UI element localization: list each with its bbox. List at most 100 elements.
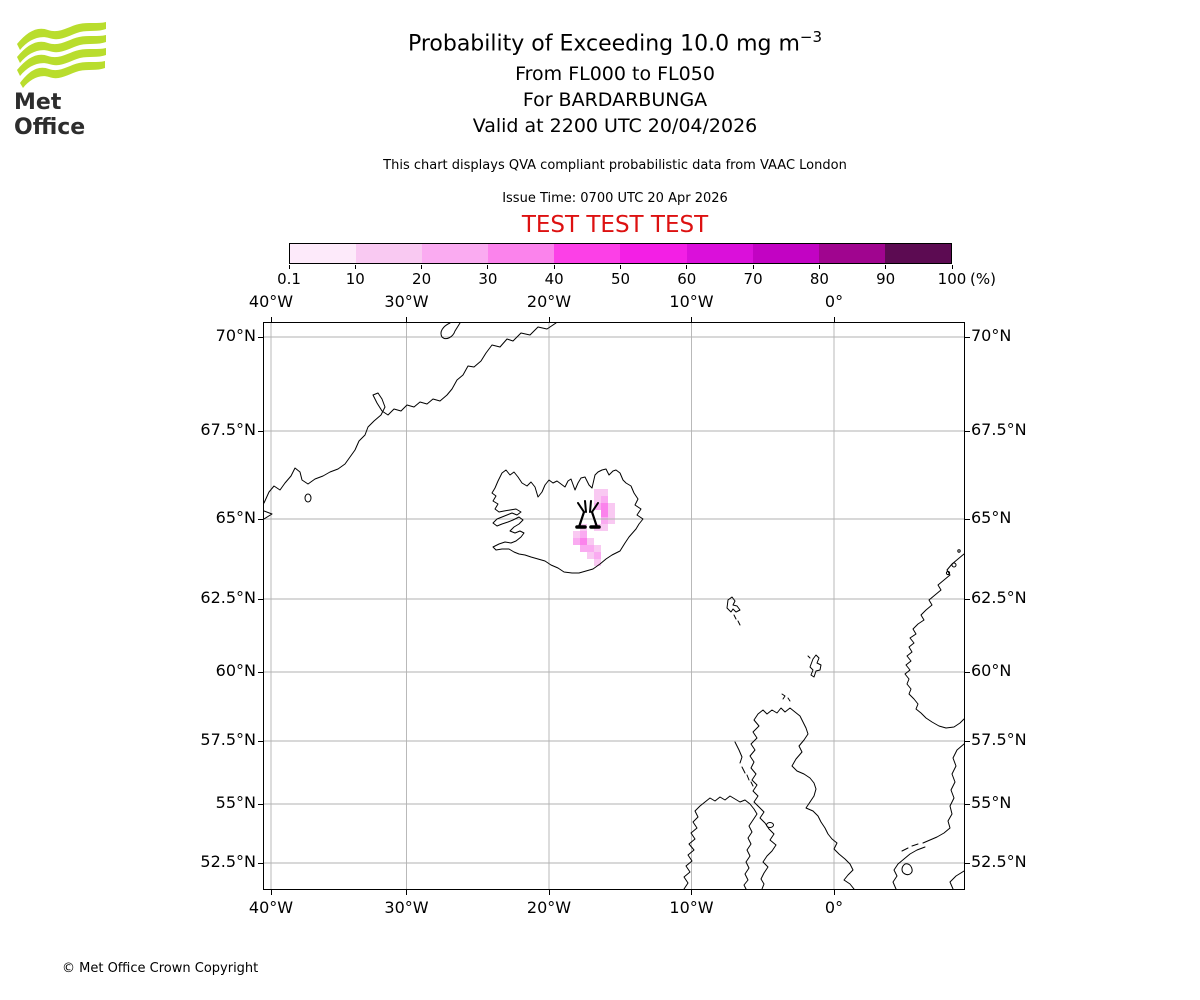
lat-tick-left <box>258 598 263 600</box>
map-area: 40°W 40°W 30°W 30°W 20°W 20°W 10°W 10°W 0° 0° 70°N… <box>200 292 1026 917</box>
probability-cell <box>587 552 594 559</box>
lon-tick-bottom <box>833 890 835 895</box>
colorbar-segment <box>884 244 951 263</box>
lat-tick-left <box>258 430 263 432</box>
probability-cell <box>594 545 601 552</box>
lon-label-top: 30°W <box>384 292 429 311</box>
probability-cell <box>601 496 608 503</box>
probability-cell <box>580 538 587 545</box>
lat-tick-right <box>965 862 970 864</box>
colorbar-ticks: 0.1 10 20 30 40 50 60 70 80 90 100 <box>277 264 966 290</box>
probability-cells <box>573 489 615 566</box>
probability-cell <box>587 545 594 552</box>
colorbar-tick <box>752 265 754 269</box>
page-title: Probability of Exceeding 10.0 mg m−3 <box>407 28 823 57</box>
greenland-left-spike <box>264 510 273 520</box>
lat-label-right: 52.5°N <box>971 852 1027 871</box>
coastline-norway <box>904 553 964 729</box>
colorbar-tick <box>553 265 555 269</box>
coastline-faroe <box>726 596 741 626</box>
norway-islet-1 <box>951 562 957 568</box>
coastline-orkney <box>781 693 791 702</box>
coastline-iceland <box>491 468 644 574</box>
greenland-island <box>304 493 312 503</box>
lat-tick-right <box>965 803 970 805</box>
colorbar-segment <box>752 244 819 263</box>
subtitle-flight-levels: From FL000 to FL050 <box>515 63 715 85</box>
lon-tick-top <box>406 317 407 322</box>
lat-label-right: 70°N <box>971 326 1012 345</box>
lat-label-left: 67.5°N <box>200 420 256 439</box>
colorbar-segment <box>686 244 753 263</box>
lon-tick-bottom <box>270 890 272 895</box>
coastline-shetland <box>807 654 822 678</box>
colorbar-segment <box>554 244 621 263</box>
colorbar-tick-label: 90 <box>876 270 896 288</box>
probability-cell <box>601 489 608 496</box>
colorbar-tick <box>288 265 290 269</box>
coastline-greenland <box>264 323 557 504</box>
norway-islet-2 <box>945 570 951 576</box>
lon-tick-top <box>548 317 550 322</box>
lat-tick-right <box>965 671 970 673</box>
lat-label-right: 60°N <box>971 661 1012 680</box>
test-banner: TEST TEST TEST <box>521 212 709 238</box>
colorbar-segment <box>488 244 555 263</box>
lat-tick-left <box>258 740 263 742</box>
lat-label-right: 55°N <box>971 793 1012 812</box>
subtitle-valid-time: Valid at 2200 UTC 20/04/2026 <box>472 115 758 137</box>
lon-label-bottom: 30°W <box>384 898 429 917</box>
colorbar-segment <box>818 244 885 263</box>
lon-label-top: 40°W <box>248 292 294 311</box>
probability-cell <box>594 559 601 566</box>
lat-tick-left <box>258 336 263 338</box>
lon-label-bottom: 10°W <box>669 898 714 917</box>
colorbar-tick-label: 40 <box>544 270 564 288</box>
graticule <box>264 323 964 889</box>
lat-tick-right <box>965 430 970 432</box>
lon-tick-top <box>270 317 272 322</box>
probability-cell <box>580 531 587 538</box>
lat-tick-left <box>258 671 263 673</box>
lat-tick-right <box>965 336 970 338</box>
probability-cell <box>594 489 601 496</box>
probability-cell <box>608 503 615 510</box>
isle-of-man <box>766 822 774 828</box>
colorbar-tick-label: 30 <box>478 270 498 288</box>
colorbar-tick-label: 70 <box>743 270 763 288</box>
coastline-greenland-hook <box>440 323 461 340</box>
lat-label-left: 65°N <box>215 508 256 527</box>
coastline-continental-europe <box>892 743 964 889</box>
colorbar-segment <box>422 244 489 263</box>
lon-tick-bottom <box>548 890 550 895</box>
lat-label-left: 70°N <box>215 326 256 345</box>
colorbar <box>289 243 952 264</box>
coastline-great-britain <box>749 707 855 889</box>
copyright-text: © Met Office Crown Copyright <box>62 961 259 976</box>
probability-cell <box>594 503 601 510</box>
lon-tick-top <box>691 317 692 322</box>
lon-tick-top <box>833 317 835 322</box>
lon-label-top: 10°W <box>669 292 714 311</box>
colorbar-tick-label: 20 <box>412 270 432 288</box>
coastline-hebrides <box>734 741 754 787</box>
probability-cell <box>573 538 580 545</box>
lat-tick-left <box>258 862 263 864</box>
lat-tick-right <box>965 518 970 520</box>
colorbar-tick-label: 0.1 <box>277 270 301 288</box>
lat-tick-right <box>965 740 970 742</box>
lat-label-right: 57.5°N <box>971 730 1027 749</box>
lat-tick-right <box>965 598 970 600</box>
colorbar-tick-label: 50 <box>610 270 631 288</box>
coastlines <box>264 323 964 889</box>
lat-label-left: 60°N <box>215 661 256 680</box>
lat-label-right: 62.5°N <box>971 588 1027 607</box>
probability-cell <box>580 545 587 552</box>
lat-label-left: 52.5°N <box>200 852 256 871</box>
colorbar-tick <box>487 265 489 269</box>
lon-tick-bottom <box>406 890 407 895</box>
probability-cell <box>594 552 601 559</box>
lat-label-left: 55°N <box>215 793 256 812</box>
probability-cell <box>587 538 594 545</box>
